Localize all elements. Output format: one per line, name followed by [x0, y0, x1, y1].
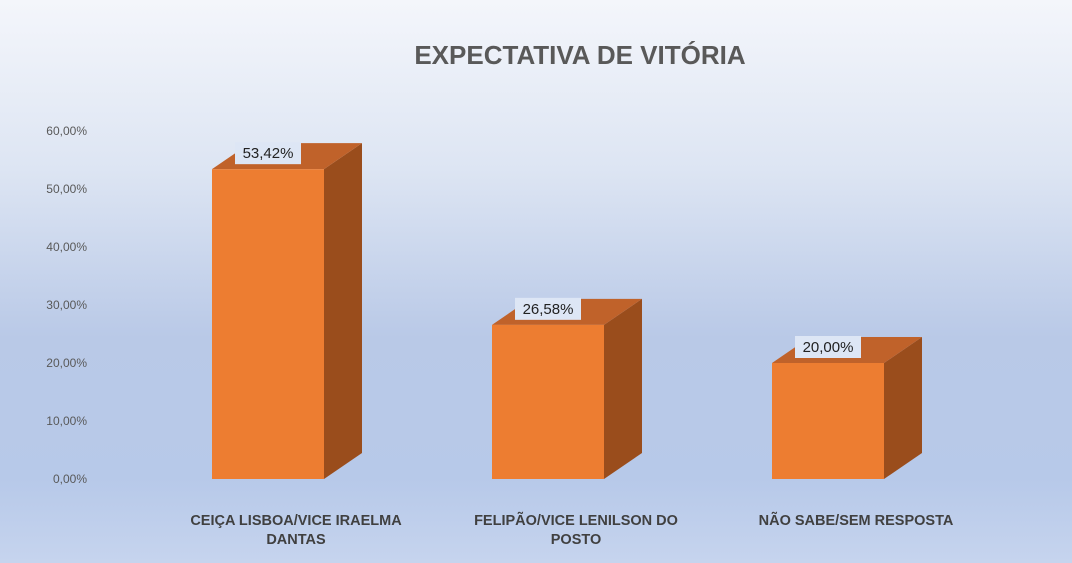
- data-label-text: 26,58%: [523, 301, 574, 318]
- data-label-box: [235, 142, 301, 165]
- data-label: 26,58%: [515, 297, 581, 320]
- data-label-text: 20,00%: [803, 339, 854, 356]
- data-label-text: 53,42%: [243, 145, 294, 162]
- category-label: NÃO SABE/SEM RESPOSTA: [759, 511, 954, 529]
- bar: [492, 298, 642, 479]
- data-label: 20,00%: [795, 336, 861, 358]
- y-axis: 0,00% 10,00% 20,00% 30,00% 40,00% 50,00% 60,00…: [46, 124, 87, 486]
- y-tick-label: 40,00%: [46, 240, 87, 254]
- y-tick-label: 30,00%: [46, 298, 87, 312]
- bars: 53,42% 26,58% 20,00%: [212, 142, 922, 479]
- bar: [212, 143, 362, 479]
- category-label: FELIPÃO/VICE LENILSON DO: [474, 511, 678, 529]
- y-tick-label: 20,00%: [46, 356, 87, 370]
- bar: [772, 337, 922, 479]
- bar-side: [604, 298, 642, 479]
- y-tick-label: 0,00%: [53, 472, 87, 486]
- x-axis: CEIÇA LISBOA/VICE IRAELMA DANTAS FELIPÃO/V…: [190, 511, 954, 548]
- chart-title: EXPECTATIVA DE VITÓRIA: [414, 40, 746, 70]
- data-label-box: [795, 336, 861, 358]
- bar-front: [212, 169, 324, 479]
- bar-front: [772, 363, 884, 479]
- y-tick-label: 10,00%: [46, 414, 87, 428]
- y-tick-label: 50,00%: [46, 182, 87, 196]
- bar-side: [324, 143, 362, 479]
- category-label: POSTO: [551, 532, 602, 548]
- data-label-box: [515, 297, 581, 320]
- category-label: DANTAS: [266, 532, 326, 548]
- bar-side: [884, 337, 922, 479]
- category-label: CEIÇA LISBOA/VICE IRAELMA: [190, 513, 402, 529]
- bar-front: [492, 324, 604, 479]
- y-tick-label: 60,00%: [46, 124, 87, 138]
- data-label: 53,42%: [235, 142, 301, 165]
